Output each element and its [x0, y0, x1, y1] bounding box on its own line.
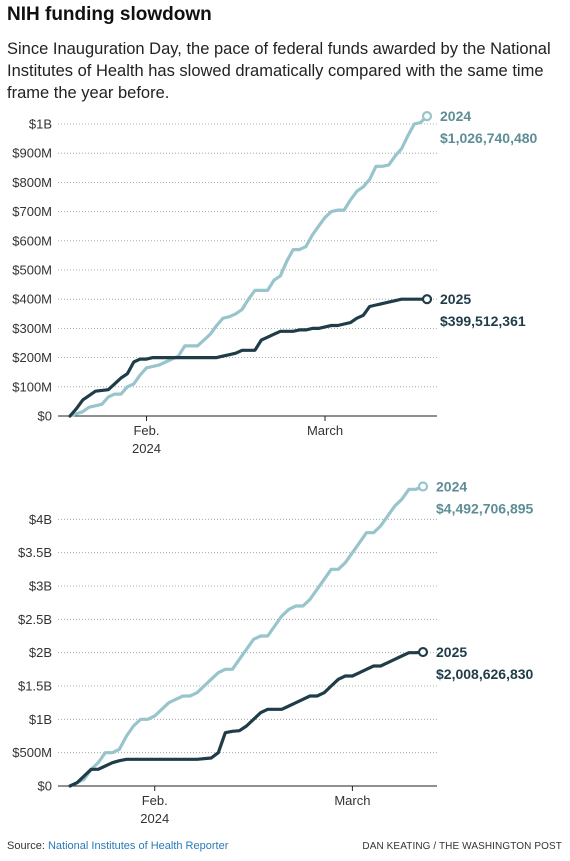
- chart-title: NIH funding slowdown: [7, 4, 212, 25]
- x-tick-sublabel: 2024: [132, 441, 161, 456]
- series-line-2025: [68, 650, 425, 788]
- credit-line: DAN KEATING / THE WASHINGTON POST: [362, 841, 562, 852]
- y-tick-label: $200M: [12, 350, 52, 365]
- y-tick-label: $1B: [29, 117, 52, 132]
- chart-top-svg: $0 $100M $200M $300M $400M $500M $600M $700M $80…: [12, 108, 538, 456]
- chart-bottom-svg: $0 $500M $1B $1.5B $2B $2.5B $3B $3.5B $4B Feb. 20…: [12, 478, 534, 826]
- series-name-label-2025: 2025: [436, 644, 467, 660]
- y-tick-label: $3B: [29, 579, 52, 594]
- x-tick-label: March: [334, 793, 370, 808]
- y-tick-label: $900M: [12, 146, 52, 161]
- y-tick-label: $2.5B: [18, 612, 52, 627]
- y-tick-label: $800M: [12, 175, 52, 190]
- y-tick-label: $700M: [12, 204, 52, 219]
- y-tick-label: $3.5B: [18, 545, 52, 560]
- series-end-marker-2024: [417, 481, 429, 492]
- y-tick-label: $4B: [29, 512, 52, 527]
- gridlines: [58, 518, 437, 787]
- series-value-label-2024: $4,492,706,895: [436, 500, 534, 516]
- series-end-marker-2024: [421, 111, 433, 122]
- chart-bottom: $0 $500M $1B $1.5B $2B $2.5B $3B $3.5B $4B Feb. 20…: [0, 468, 570, 828]
- y-tick-label: $300M: [12, 321, 52, 336]
- series-line-2024: [68, 484, 425, 788]
- y-tick-label: $2B: [29, 645, 52, 660]
- series-name-label-2025: 2025: [440, 291, 471, 307]
- source-link[interactable]: National Institutes of Health Reporter: [47, 840, 229, 852]
- chart-top: $0 $100M $200M $300M $400M $500M $600M $700M $80…: [0, 105, 570, 465]
- series-end-marker-2025: [417, 646, 429, 658]
- x-tick-sublabel: 2024: [140, 811, 169, 826]
- y-tick-label: $500M: [12, 263, 52, 278]
- series-name-label-2024: 2024: [440, 108, 471, 124]
- y-tick-label: $1B: [29, 712, 52, 727]
- x-tick-label: March: [307, 423, 343, 438]
- series-value-label-2024: $1,026,740,480: [440, 130, 538, 146]
- series-end-marker-2025: [421, 294, 433, 305]
- series-name-label-2024: 2024: [436, 478, 467, 494]
- chart-subtitle: Since Inauguration Day, the pace of fede…: [7, 40, 551, 102]
- y-tick-label: $0: [38, 779, 52, 794]
- series-line-2024: [68, 114, 429, 418]
- series-value-label-2025: $2,008,626,830: [436, 666, 534, 682]
- series-line-2025: [68, 297, 429, 418]
- series-value-label-2025: $399,512,361: [440, 313, 526, 329]
- y-tick-label: $600M: [12, 233, 52, 248]
- y-tick-label: $0: [38, 409, 52, 424]
- y-tick-label: $1.5B: [18, 679, 52, 694]
- footer: Source: National Institutes of Health Re…: [7, 840, 562, 856]
- x-tick-label: Feb.: [133, 423, 159, 438]
- source-label: Source:: [7, 840, 45, 852]
- y-tick-label: $100M: [12, 379, 52, 394]
- x-tick-label: Feb.: [142, 793, 168, 808]
- y-tick-label: $400M: [12, 292, 52, 307]
- y-tick-label: $500M: [12, 745, 52, 760]
